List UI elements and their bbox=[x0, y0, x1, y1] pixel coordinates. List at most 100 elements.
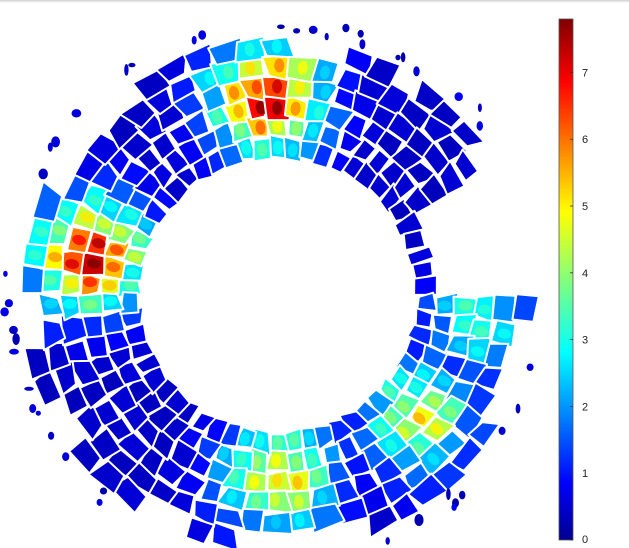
ring-cell bbox=[438, 159, 466, 196]
ring-cell-core bbox=[319, 65, 331, 80]
ring-cell-core bbox=[272, 101, 283, 116]
ring-cell bbox=[183, 42, 213, 73]
ring-cell bbox=[119, 159, 152, 188]
ring-fragment bbox=[342, 23, 350, 33]
ring-cell-core bbox=[307, 453, 318, 467]
ring-cell-core bbox=[223, 65, 234, 80]
ring-cell-core bbox=[65, 258, 80, 270]
colorbar-tick-label: 1 bbox=[582, 468, 588, 480]
ring-cell-core bbox=[251, 80, 262, 95]
ring-cell-core bbox=[249, 475, 260, 490]
ring-cell bbox=[68, 436, 102, 475]
ring-fragment bbox=[324, 32, 329, 41]
ring-cell-core bbox=[103, 296, 118, 307]
ring-cell bbox=[453, 148, 480, 182]
ring-cell bbox=[472, 366, 504, 391]
ring-fragment bbox=[191, 35, 197, 45]
ring-cell bbox=[414, 307, 434, 329]
ring-cell bbox=[193, 498, 219, 528]
ring-cell-core bbox=[211, 110, 223, 124]
ring-cell-core bbox=[72, 234, 86, 246]
ring-cell-core bbox=[428, 395, 442, 408]
ring-cell-core bbox=[273, 140, 283, 155]
ring-cell-core bbox=[394, 372, 408, 385]
ring-fragment bbox=[413, 66, 420, 77]
ring-fragment bbox=[24, 386, 34, 391]
ring-cell bbox=[207, 36, 243, 66]
ring-cell-core bbox=[233, 104, 244, 119]
ring-fragment bbox=[498, 426, 506, 435]
ring-cell bbox=[491, 293, 517, 324]
ring-cell-core bbox=[293, 494, 304, 509]
ring-cell-core bbox=[477, 304, 492, 315]
ring-fragment bbox=[71, 109, 82, 118]
ring-cell-core bbox=[271, 515, 281, 530]
ring-cell-core bbox=[257, 142, 268, 157]
ring-cell-core bbox=[88, 194, 102, 206]
ring-cell bbox=[239, 507, 266, 534]
ring-cell bbox=[205, 457, 234, 485]
ring-cell bbox=[23, 347, 52, 381]
ring-cell-core bbox=[109, 244, 124, 256]
ring-cell bbox=[335, 496, 370, 526]
ring-cell-core bbox=[288, 433, 300, 447]
ring-fragment bbox=[357, 29, 364, 38]
ring-cell-core bbox=[454, 340, 468, 352]
ring-cell-core bbox=[443, 406, 457, 418]
ring-cell-core bbox=[91, 238, 106, 249]
ring-fragment bbox=[451, 503, 457, 511]
ring-cell-core bbox=[244, 42, 255, 57]
ring-cell-core bbox=[272, 436, 283, 450]
ring-cell-core bbox=[413, 412, 426, 425]
ring-cell-core bbox=[138, 218, 152, 230]
ring-cell bbox=[342, 451, 372, 480]
ring-cell-core bbox=[474, 326, 489, 337]
ring-fragment bbox=[477, 103, 482, 112]
ring-cell-core bbox=[497, 328, 512, 339]
ring-cell-core bbox=[34, 226, 49, 237]
ring-cell-core bbox=[255, 120, 266, 135]
ring-cell bbox=[74, 402, 104, 442]
ring-fragment bbox=[62, 452, 70, 461]
ring-cell bbox=[407, 472, 449, 507]
ring-fragment bbox=[476, 121, 483, 131]
ring-cell bbox=[308, 502, 346, 535]
ring-cell-core bbox=[272, 118, 283, 133]
ring-fragment bbox=[29, 404, 37, 413]
ring-cell-core bbox=[409, 381, 423, 394]
ring-cell-core bbox=[470, 346, 485, 357]
ring-cell-core bbox=[292, 475, 303, 490]
ring-cell-core bbox=[294, 80, 305, 95]
ring-cell-core bbox=[106, 261, 121, 273]
ring-cell bbox=[392, 170, 417, 200]
ring-cell-core bbox=[86, 258, 101, 269]
ring-cell bbox=[155, 51, 188, 83]
ring-cell-core bbox=[236, 452, 247, 467]
ring-cell-core bbox=[274, 58, 285, 73]
ring-fragment bbox=[51, 136, 60, 148]
ring-fragment bbox=[96, 498, 103, 506]
ring-cell bbox=[405, 245, 436, 267]
ring-cell-core bbox=[270, 493, 280, 508]
ring-cell bbox=[199, 477, 224, 504]
colorbar-tick-label: 7 bbox=[582, 67, 588, 79]
ring-cell-core bbox=[397, 400, 410, 413]
colorbar-ticks: 0 1 2 3 4 5 6 7 bbox=[570, 67, 588, 546]
ring-cell bbox=[420, 343, 450, 371]
ring-cell-core bbox=[317, 490, 328, 505]
ring-fragment bbox=[9, 348, 19, 355]
ring-fragment bbox=[459, 490, 466, 500]
ring-cell bbox=[341, 113, 368, 141]
ring-cell-core bbox=[44, 298, 58, 309]
ring-cell-core bbox=[97, 218, 112, 230]
ring-cell-core bbox=[385, 439, 398, 452]
colorbar-tick-label: 5 bbox=[582, 201, 588, 213]
ring-cell-core bbox=[245, 61, 256, 76]
colorbar-tick-label: 6 bbox=[582, 134, 588, 146]
ring-cell-core bbox=[271, 453, 281, 468]
ring-cell-core bbox=[228, 85, 240, 100]
ring-cell bbox=[428, 99, 463, 129]
ring-cell-core bbox=[235, 123, 246, 138]
ring-cell-core bbox=[226, 490, 237, 504]
ring-cell-core bbox=[251, 494, 262, 509]
